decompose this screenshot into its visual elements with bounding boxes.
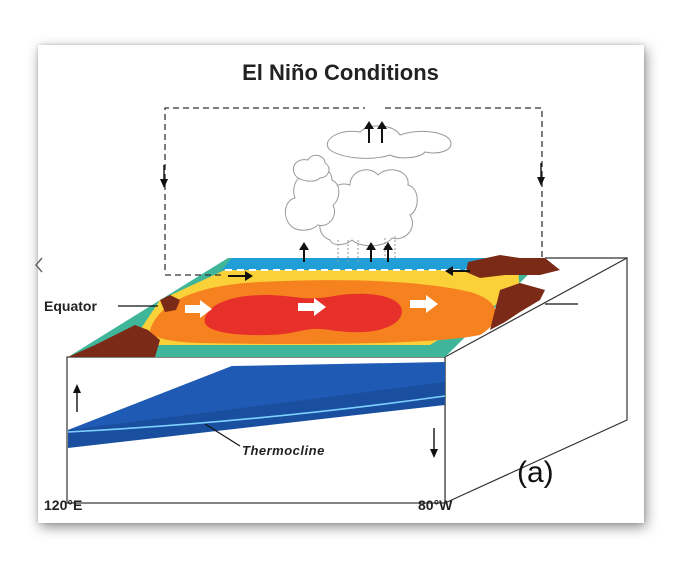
panel-label: (a) (517, 456, 554, 489)
sea-surface-cold-strip (222, 258, 545, 270)
walker-circulation (164, 107, 543, 276)
rising-air-arrows (299, 121, 393, 262)
thermocline-label: Thermocline (242, 443, 325, 458)
sinking-air-arrows (160, 163, 545, 188)
surface-wind-arrows (228, 266, 470, 281)
thermocline-line (67, 395, 446, 433)
ocean-upwelling-arrow (73, 384, 81, 412)
land-east-south (490, 283, 545, 330)
land-west-small (160, 295, 180, 312)
equator-label: Equator (44, 298, 97, 314)
ocean-downwelling-arrow (430, 428, 438, 458)
left-edge-glyph (35, 257, 43, 273)
page-title: El Niño Conditions (242, 60, 439, 85)
west-longitude-label: 120°E (44, 497, 83, 513)
east-longitude-label: 80°W (418, 497, 453, 513)
convection-clouds (284, 125, 452, 247)
land-east-north (466, 255, 560, 278)
deep-ocean-upper (68, 362, 445, 430)
land-west-lower (68, 325, 160, 357)
surface-current-arrows (185, 295, 438, 318)
thermocline-pointer (204, 423, 241, 447)
sea-surface-warm-core (204, 293, 402, 336)
